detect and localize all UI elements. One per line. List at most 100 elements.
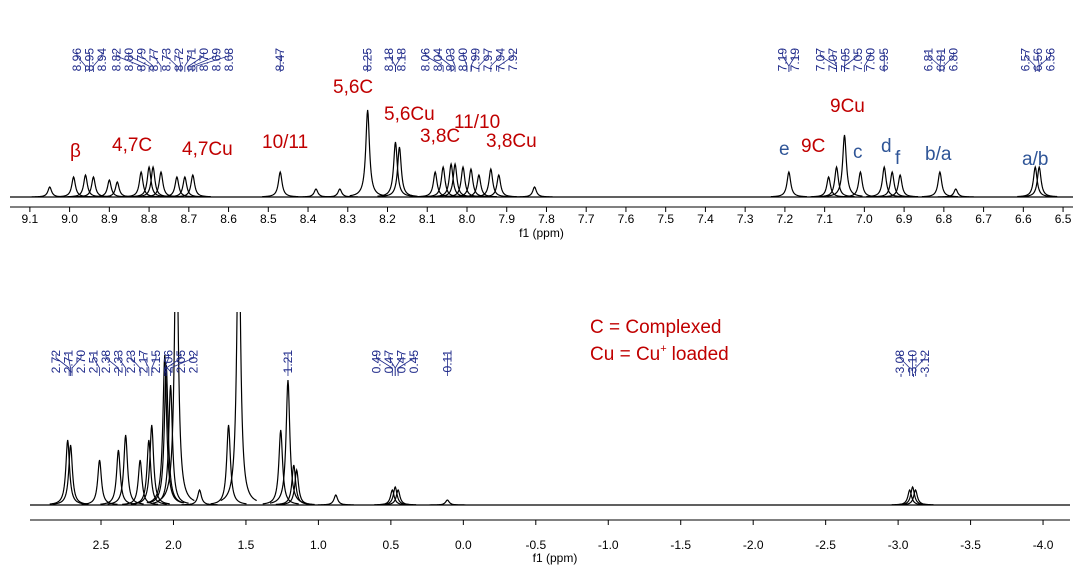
- peak-leader: [397, 354, 415, 376]
- peak-label: 7.92: [506, 48, 520, 72]
- peak-label: 2.51: [87, 350, 101, 374]
- peak-leader: [130, 354, 141, 376]
- peak: [158, 312, 195, 502]
- peak: [866, 165, 903, 198]
- peak: [210, 424, 247, 505]
- peak-leader: [151, 354, 157, 376]
- peak-leader: [165, 354, 182, 376]
- x-tick-label: -2.0: [743, 538, 764, 552]
- peak: [317, 494, 354, 506]
- peak-leader: [188, 52, 205, 72]
- x-tick-label: -2.5: [815, 538, 836, 552]
- peak-leader: [68, 354, 71, 376]
- spectrum: [10, 109, 1073, 198]
- x-tick-label: 7.0: [856, 212, 873, 226]
- peak-label: 8.79: [134, 48, 148, 72]
- peak-leader: [943, 52, 955, 72]
- peak: [262, 170, 299, 198]
- x-tick-label: 6.7: [975, 212, 992, 226]
- annotation: 10/11: [262, 132, 308, 153]
- x-tick-label: 7.8: [538, 212, 555, 226]
- peak-label: 8.70: [197, 48, 211, 72]
- peak-leader: [140, 52, 154, 72]
- peak-leader: [376, 354, 393, 376]
- peak-label: 7.19: [788, 48, 802, 72]
- x-tick-label: 7.2: [777, 212, 794, 226]
- peak-leader: [478, 52, 489, 72]
- peak-leader: [153, 52, 162, 72]
- peak: [882, 173, 919, 198]
- x-tick-label: -3.5: [960, 538, 981, 552]
- peak: [31, 186, 68, 198]
- x-tick-label: 2.5: [93, 538, 110, 552]
- peak-label: 0.45: [407, 350, 421, 374]
- peak-leader: [76, 52, 86, 72]
- peak-label: 0.49: [369, 350, 383, 374]
- peak-leader: [164, 354, 169, 376]
- annotation: 9Cu: [830, 96, 865, 117]
- peak-label: 8.18: [382, 48, 396, 72]
- peak-label: 2.23: [124, 350, 138, 374]
- peak: [516, 186, 553, 198]
- x-tick-label: 1.5: [238, 538, 255, 552]
- peak: [146, 354, 183, 504]
- peak: [826, 134, 863, 197]
- spectrum: [30, 312, 1070, 506]
- peak-leader: [498, 52, 514, 72]
- peak: [1021, 165, 1058, 198]
- peak: [377, 141, 414, 197]
- x-axis-label: f1 (ppm): [533, 551, 578, 565]
- x-tick-label: 7.9: [498, 212, 515, 226]
- peak: [220, 312, 257, 502]
- annotation: 11/10: [454, 112, 500, 133]
- peak-label: 8.94: [95, 48, 109, 72]
- peak-label: 7.07: [813, 48, 827, 72]
- peak: [152, 384, 189, 504]
- peak-label: 7.00: [863, 48, 877, 72]
- peak-leader: [93, 52, 103, 72]
- peak: [937, 188, 974, 198]
- peak: [321, 188, 358, 198]
- x-tick-label: 9.0: [61, 212, 78, 226]
- peak-leader: [437, 52, 452, 72]
- peak-leader: [115, 52, 142, 72]
- peak-leader: [490, 52, 502, 72]
- x-tick-label: 7.5: [657, 212, 674, 226]
- peak-label: 8.04: [431, 48, 445, 72]
- peak: [472, 167, 509, 198]
- peak: [897, 488, 934, 506]
- peak: [122, 459, 159, 505]
- annotation: c: [853, 142, 863, 163]
- x-tick-label: 8.5: [260, 212, 277, 226]
- peak-label: 2.72: [49, 350, 63, 374]
- annotation: 3,8C: [420, 126, 460, 147]
- note-sup: +: [660, 343, 666, 355]
- note-rest: loaded: [672, 344, 729, 365]
- peak-leader: [165, 52, 178, 72]
- peak-label: 0.47: [382, 350, 396, 374]
- peak-label: 2.02: [187, 350, 201, 374]
- peak: [810, 175, 847, 198]
- peak-label: 8.77: [147, 48, 161, 72]
- peak: [770, 170, 807, 198]
- peak-label: 8.06: [419, 48, 433, 72]
- x-tick-label: -0.5: [525, 538, 546, 552]
- annotation: b/a: [925, 144, 952, 165]
- peak: [142, 170, 180, 198]
- peak: [174, 173, 211, 198]
- peak-leader: [788, 52, 796, 72]
- peak-leader: [395, 52, 403, 72]
- peak-leader: [844, 52, 859, 72]
- peak: [380, 488, 417, 506]
- annotation: 3,8Cu: [486, 131, 537, 152]
- peak: [278, 467, 315, 506]
- peak-leader: [118, 354, 127, 376]
- peak-label: 6.80: [947, 48, 961, 72]
- peak-leader: [105, 354, 119, 376]
- peak: [874, 170, 911, 198]
- peak: [480, 173, 517, 198]
- peak-leader: [184, 52, 192, 72]
- peak-leader: [128, 52, 150, 72]
- x-tick-label: 8.9: [101, 212, 118, 226]
- peak-label: -3.12: [918, 350, 932, 378]
